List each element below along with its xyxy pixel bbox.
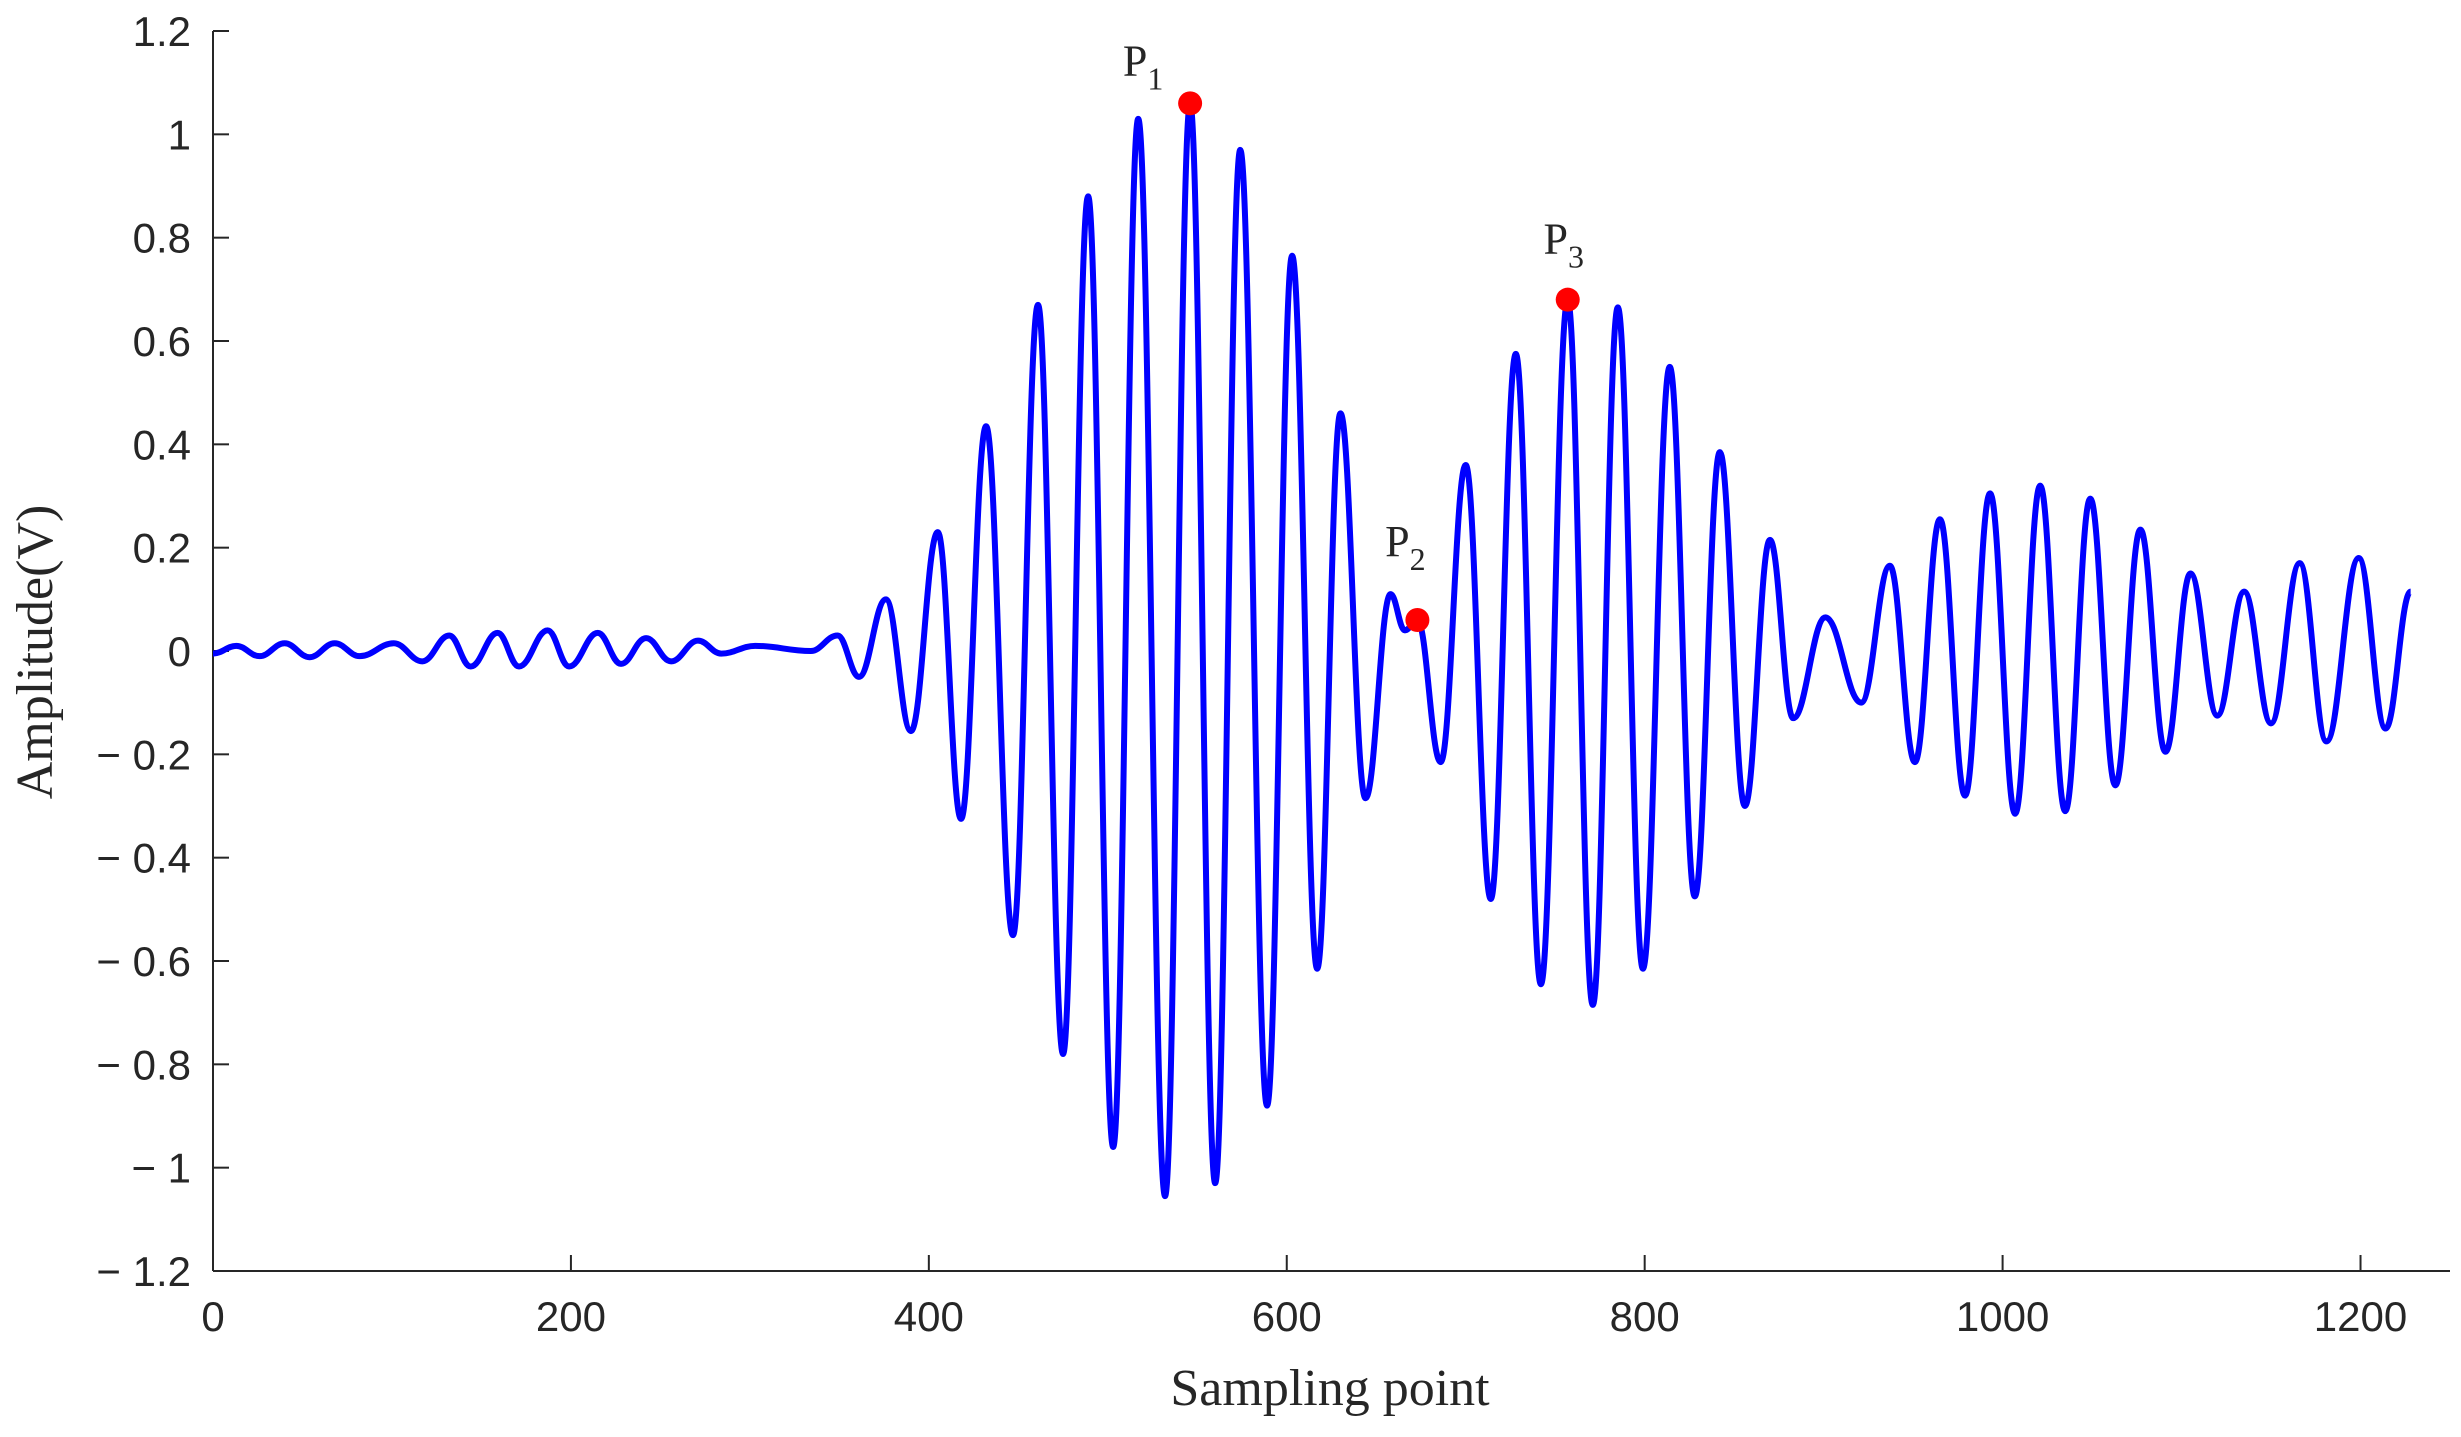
peak-label-subscript: 2 [1410,541,1426,577]
x-tick-label: 600 [1252,1293,1322,1340]
y-tick-label: 1.2 [133,8,191,55]
y-tick-label: 1 [168,111,191,158]
x-tick-label: 1200 [2314,1293,2407,1340]
peak-label: P1 [1123,36,1163,96]
peak-label-subscript: 1 [1147,60,1163,96]
y-tick-label: 0.8 [133,215,191,262]
waveform-line [212,100,2414,1200]
y-tick-label: − 0.8 [96,1041,191,1088]
x-tick-label: 400 [894,1293,964,1340]
y-tick-label: − 0.2 [96,731,191,778]
y-tick-label: − 0.4 [96,835,191,882]
peak-label-subscript: 3 [1568,239,1584,275]
peak-marker [1178,91,1203,116]
x-tick-label: 800 [1610,1293,1680,1340]
y-tick-label: 0 [168,628,191,675]
peak-label: P2 [1385,517,1425,577]
y-tick-label: 0.4 [133,421,191,468]
y-tick-label: 0.2 [133,525,191,572]
x-tick-label: 200 [536,1293,606,1340]
y-tick-label: − 0.6 [96,938,191,985]
x-tick-label: 0 [201,1293,224,1340]
peak-label-main: P [1123,36,1147,85]
peak-label: P3 [1543,215,1583,275]
peak-marker [1555,287,1580,312]
peak-label-main: P [1543,215,1567,264]
x-axis-label: Sampling point [1170,1360,1490,1417]
peak-label-main: P [1385,517,1409,566]
y-tick-label: 0.6 [133,318,191,365]
peak-marker [1405,608,1430,632]
y-axis-label: Amplitude(V) [7,505,64,800]
y-tick-label: − 1 [131,1145,191,1192]
x-tick-label: 1000 [1956,1293,2049,1340]
y-tick-label: − 1.2 [96,1248,191,1295]
